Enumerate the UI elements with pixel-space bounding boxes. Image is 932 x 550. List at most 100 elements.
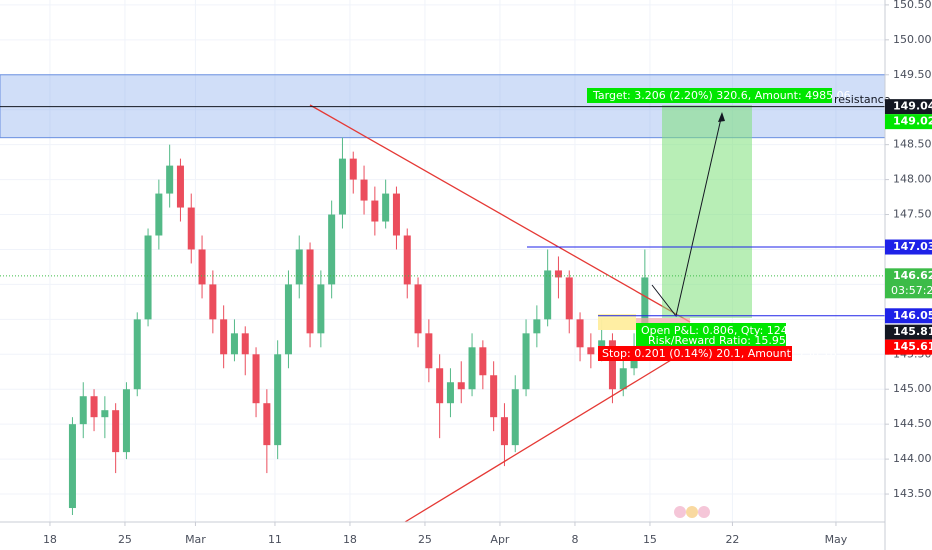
candle-body bbox=[425, 333, 433, 369]
candle-body bbox=[274, 354, 282, 446]
target-area bbox=[662, 105, 752, 318]
x-tick-label: 25 bbox=[418, 533, 432, 546]
y-tick-label: 148.000 bbox=[893, 173, 932, 186]
x-tick-label: 11 bbox=[268, 533, 282, 546]
rr-label: Risk/Reward Ratio: 15.95 bbox=[648, 334, 786, 347]
x-tick-label: Mar bbox=[185, 533, 206, 546]
candle-body bbox=[90, 396, 98, 418]
candle-body bbox=[328, 214, 336, 285]
candle-body bbox=[522, 333, 530, 390]
candle-body bbox=[382, 193, 390, 222]
pl-box bbox=[636, 323, 786, 347]
y-tick-label: 144.000 bbox=[893, 452, 932, 465]
price-tag bbox=[885, 114, 932, 130]
candle-body bbox=[122, 389, 130, 453]
stop-label-box bbox=[598, 346, 792, 361]
candle-body bbox=[446, 382, 454, 404]
x-tick-label: 15 bbox=[643, 533, 657, 546]
entry-area bbox=[598, 314, 636, 330]
candle-body bbox=[457, 382, 465, 390]
y-tick-label: 148.500 bbox=[893, 138, 932, 151]
candle-body bbox=[133, 319, 141, 390]
y-tick-label: 145.000 bbox=[893, 382, 932, 395]
price-tag bbox=[885, 99, 932, 115]
trend-line bbox=[404, 356, 677, 523]
countdown-label: 03:57:27 bbox=[891, 284, 932, 297]
price-tag-label: 147.035 bbox=[893, 240, 932, 253]
candle-body bbox=[371, 200, 379, 222]
price-tag-label: 146.623 bbox=[893, 269, 932, 282]
candle-body bbox=[403, 235, 411, 285]
price-lines bbox=[0, 106, 885, 317]
arrow-head bbox=[718, 112, 725, 122]
x-tick-label: 8 bbox=[571, 533, 578, 546]
candle-body bbox=[490, 375, 498, 418]
candle-body bbox=[587, 347, 595, 355]
candle-body bbox=[619, 368, 627, 390]
candle-body bbox=[166, 165, 174, 194]
price-tag bbox=[885, 308, 932, 324]
price-tag-label: 149.044 bbox=[893, 100, 932, 113]
price-tag-label: 149.023 bbox=[893, 115, 932, 128]
y-tick-label: 144.500 bbox=[893, 417, 932, 430]
candle-body bbox=[68, 424, 76, 509]
candle-body bbox=[155, 193, 163, 236]
price-tag bbox=[885, 324, 932, 340]
candle-body bbox=[544, 270, 552, 320]
resistance-label: resistance bbox=[834, 93, 891, 106]
candle-body bbox=[176, 165, 184, 208]
candle-body bbox=[241, 333, 249, 355]
candle-body bbox=[230, 333, 238, 355]
price-tag bbox=[885, 339, 932, 355]
candle-body bbox=[338, 158, 346, 215]
y-tick-label: 150.000 bbox=[893, 33, 932, 46]
candles bbox=[68, 137, 649, 516]
candle-body bbox=[295, 249, 303, 285]
candle-body bbox=[608, 340, 616, 390]
candle-body bbox=[533, 319, 541, 334]
price-tag bbox=[885, 239, 932, 255]
trend-line bbox=[309, 104, 691, 323]
candle-body bbox=[317, 284, 325, 334]
candle-body bbox=[554, 270, 562, 278]
candle-body bbox=[565, 277, 573, 320]
candle-body bbox=[187, 207, 195, 250]
price-tags: 149.044 149.023 147.035 146.623 03:57:27 146.… bbox=[885, 99, 932, 355]
event-icon[interactable] bbox=[698, 506, 710, 518]
target-label: Target: 3.206 (2.20%) 320.6, Amount: 498… bbox=[592, 89, 851, 102]
candle-body bbox=[101, 410, 109, 418]
event-icon[interactable] bbox=[686, 506, 698, 518]
x-tick-label: Apr bbox=[490, 533, 510, 546]
y-tick-label: 147.500 bbox=[893, 208, 932, 221]
candle-body bbox=[252, 354, 260, 404]
candle-body bbox=[392, 193, 400, 236]
y-tick-label: 143.500 bbox=[893, 487, 932, 500]
target-label-box bbox=[587, 88, 832, 103]
candle-body bbox=[641, 277, 649, 348]
candle-body bbox=[284, 284, 292, 355]
price-tag bbox=[885, 268, 932, 299]
candle-body bbox=[220, 319, 228, 355]
candle-body bbox=[576, 319, 584, 348]
candle-body bbox=[209, 284, 217, 320]
candle-body bbox=[511, 389, 519, 446]
candle-body bbox=[349, 158, 357, 180]
x-tick-label: 18 bbox=[343, 533, 357, 546]
x-tick-label: 22 bbox=[725, 533, 739, 546]
x-tick-label: 18 bbox=[43, 533, 57, 546]
candle-body bbox=[468, 347, 476, 390]
event-icon[interactable] bbox=[674, 506, 686, 518]
candle-body bbox=[479, 347, 487, 376]
y-tick-label: 149.500 bbox=[893, 68, 932, 81]
candle-body bbox=[306, 249, 314, 334]
y-tick-label: 150.500 bbox=[893, 0, 932, 11]
candle-body bbox=[500, 417, 508, 446]
candle-body bbox=[263, 403, 271, 446]
price-tag-label: 145.616 bbox=[893, 340, 932, 353]
candle-body bbox=[144, 235, 152, 320]
candle-body bbox=[414, 284, 422, 334]
candle-body bbox=[198, 249, 206, 285]
candle-body bbox=[112, 410, 120, 453]
price-tag-label: 145.817 bbox=[893, 325, 932, 338]
